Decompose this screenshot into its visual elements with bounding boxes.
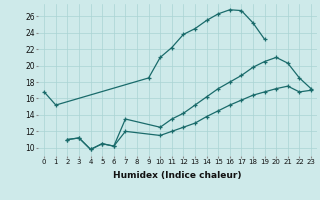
X-axis label: Humidex (Indice chaleur): Humidex (Indice chaleur) xyxy=(113,171,242,180)
